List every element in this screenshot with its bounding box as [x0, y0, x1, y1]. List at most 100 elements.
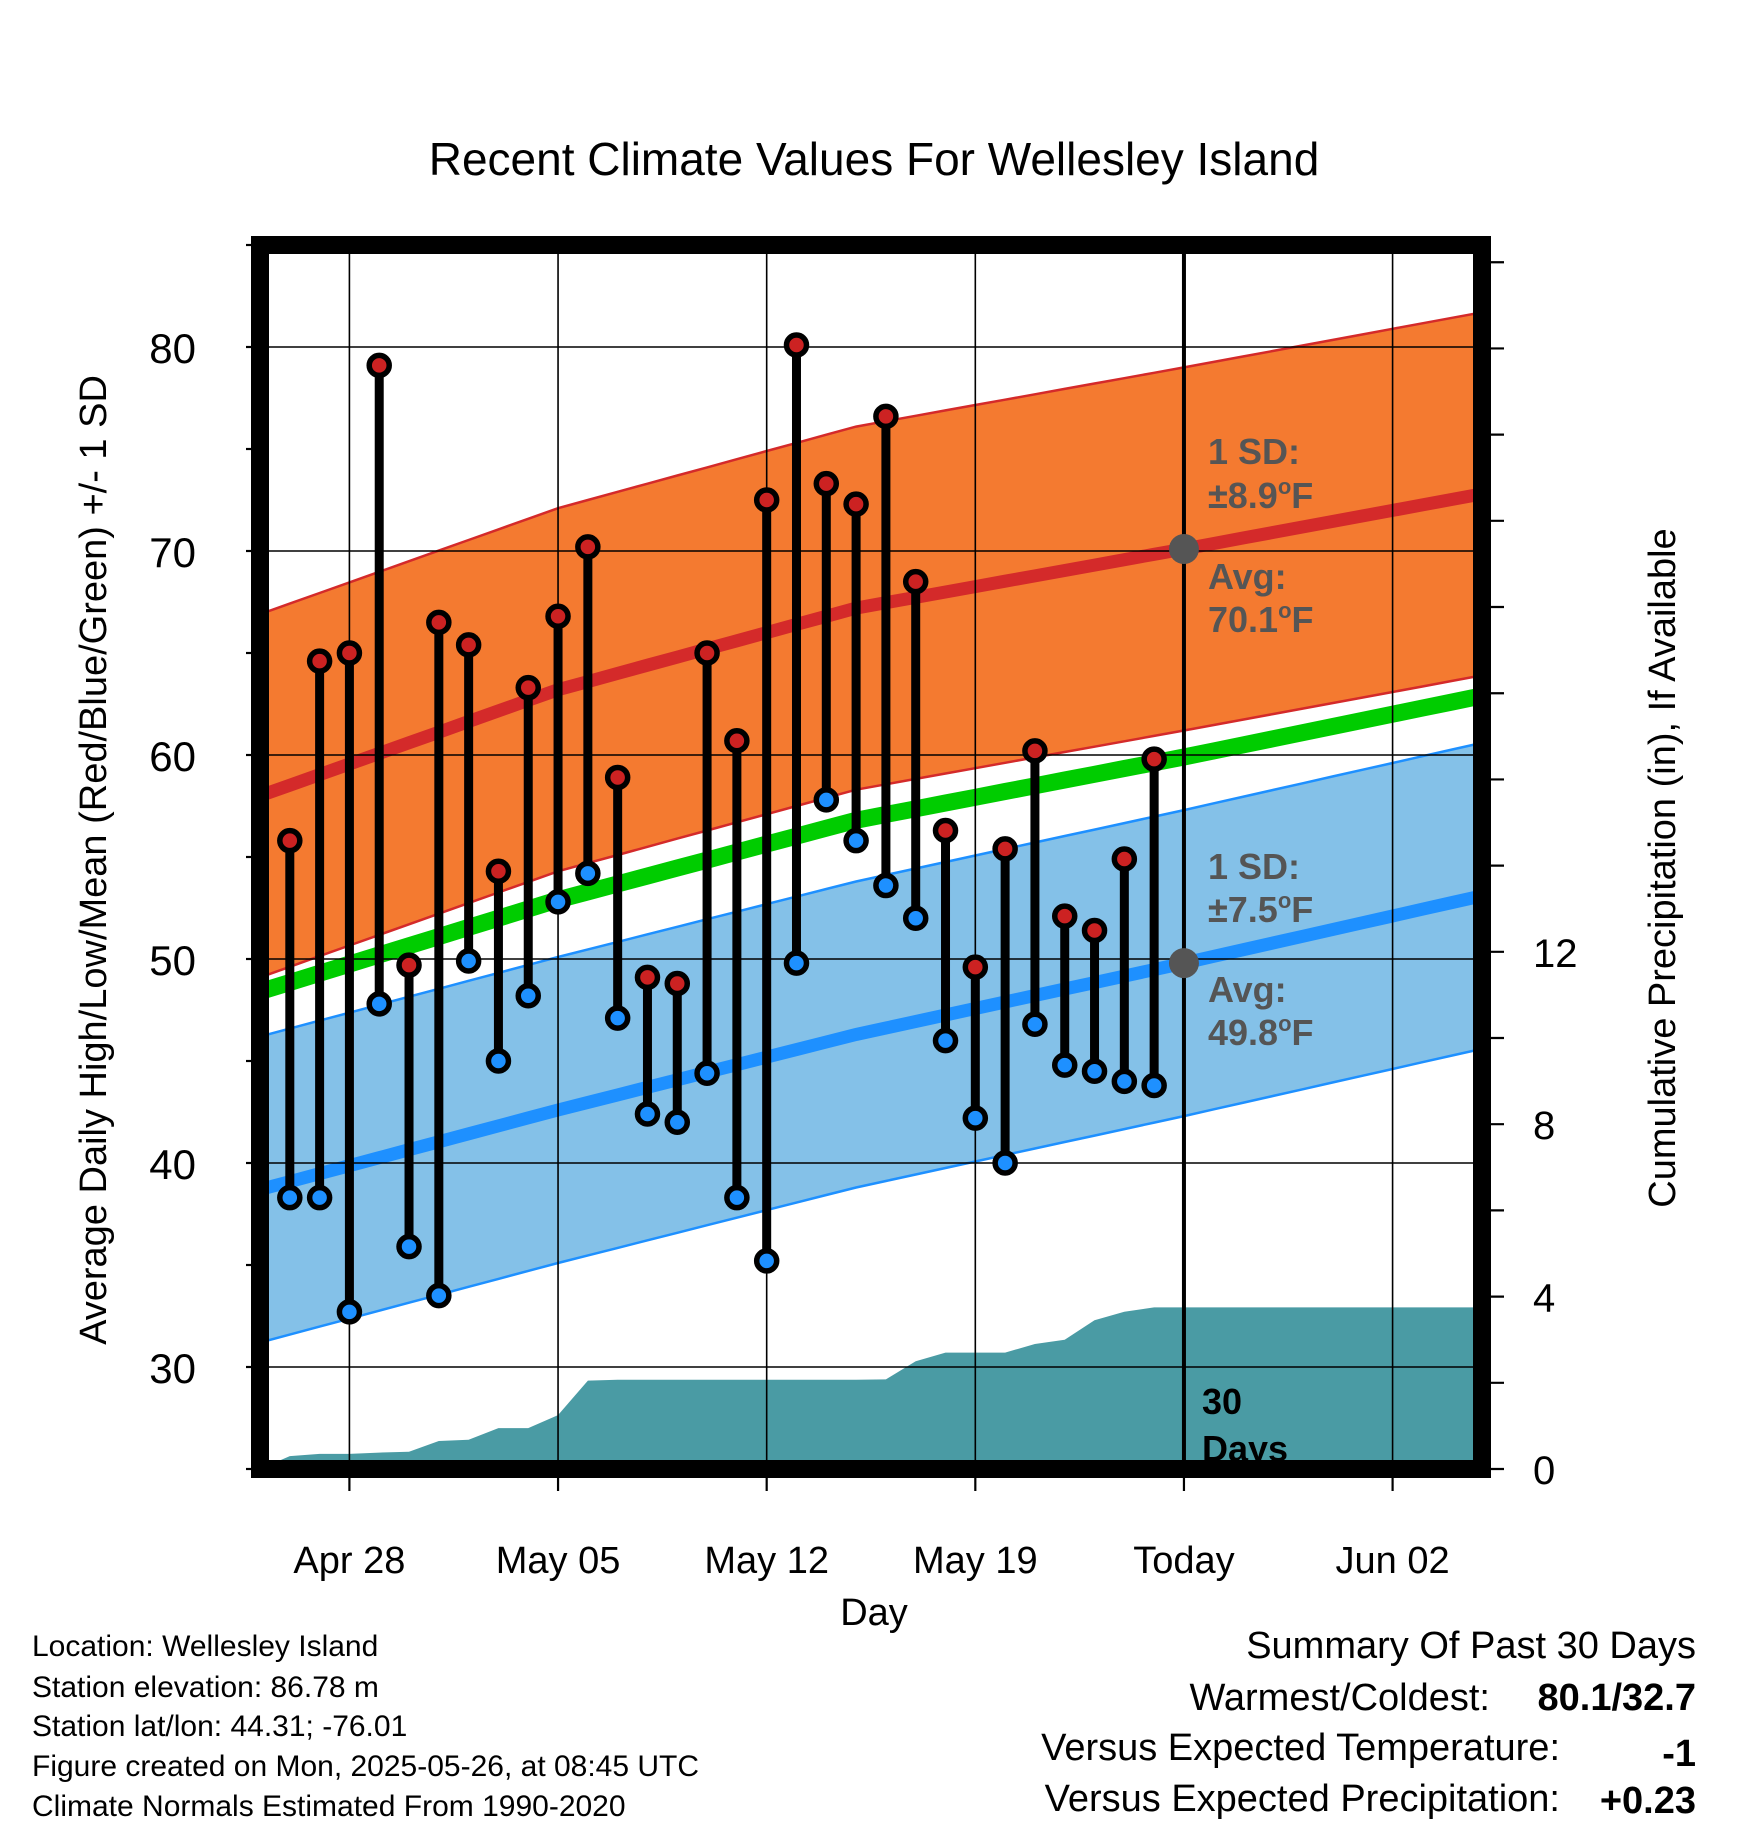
info-created: Figure created on Mon, 2025-05-26, at 08…	[32, 1750, 699, 1783]
low-point	[1022, 1011, 1048, 1038]
info-latlon: Station lat/lon: 44.31; -76.01	[32, 1710, 407, 1743]
low-point	[426, 1282, 452, 1309]
low-avg-degree: o	[1278, 1011, 1291, 1036]
x-axis-label: Day	[840, 1592, 908, 1634]
high-sd-degree: o	[1278, 474, 1291, 499]
y-tick-label: 60	[149, 733, 196, 780]
low-avg-value: 49.8oF	[1208, 1011, 1314, 1053]
low-point	[992, 1150, 1018, 1176]
days-word-label: Days	[1202, 1428, 1288, 1469]
summary-title: Summary Of Past 30 Days	[1246, 1625, 1696, 1667]
precip-area	[260, 1307, 1482, 1469]
low-sd-upper-line	[260, 741, 1482, 1038]
high-point	[515, 674, 541, 701]
high-point	[932, 817, 959, 844]
y-tick-label: 80	[149, 325, 196, 372]
low-point	[813, 787, 840, 813]
high-point	[485, 858, 512, 885]
high-point	[396, 952, 422, 978]
high-sd-unit: F	[1291, 475, 1313, 516]
high-point	[306, 648, 333, 674]
high-point	[1022, 738, 1048, 764]
high-avg-label: Avg:	[1208, 556, 1287, 597]
low-sd-lower-line	[260, 1047, 1482, 1344]
station-info: Location: Wellesley Island Station eleva…	[32, 1630, 699, 1823]
info-normals: Climate Normals Estimated From 1990-2020	[32, 1790, 626, 1823]
low-point	[396, 1233, 422, 1260]
low-point	[277, 1184, 303, 1211]
y-tick-label: 70	[149, 529, 196, 576]
x-tick-label: May 05	[496, 1540, 621, 1582]
y2-tick-label: 4	[1533, 1277, 1555, 1321]
chart-title: Recent Climate Values For Wellesley Isla…	[429, 133, 1320, 185]
low-point	[783, 950, 810, 976]
high-sd-band	[260, 312, 1482, 978]
high-point	[604, 764, 631, 791]
high-avg-degree: o	[1278, 598, 1291, 623]
low-point	[575, 860, 601, 887]
low-avg-label: Avg:	[1208, 969, 1287, 1010]
x-tick-label: May 12	[704, 1540, 829, 1582]
low-point	[1081, 1058, 1108, 1084]
high-normal-line	[260, 487, 1482, 802]
y2-tick-label: 12	[1533, 932, 1578, 976]
low-normal-line	[260, 889, 1482, 1196]
x-tick-label: Apr 28	[293, 1540, 405, 1582]
low-point	[515, 982, 541, 1009]
high-point	[277, 827, 303, 854]
high-sd-lower-line	[260, 674, 1482, 979]
y2-tick-label: 0	[1533, 1449, 1555, 1493]
low-point	[366, 991, 392, 1017]
temp-vs-expected-value: -1	[1662, 1733, 1696, 1775]
low-point	[336, 1299, 363, 1325]
high-sd-upper-line	[260, 311, 1482, 616]
high-point	[843, 491, 869, 517]
warmest-coldest-label: Warmest/Coldest:	[1189, 1677, 1490, 1719]
plot-frame	[251, 236, 1491, 1478]
high-point	[575, 534, 601, 560]
low-point	[1141, 1072, 1167, 1099]
y-tick-label: 50	[149, 937, 196, 984]
high-point	[1081, 917, 1108, 944]
high-point	[664, 970, 691, 997]
high-point	[634, 964, 661, 991]
low-point	[604, 1005, 631, 1031]
annotations: 1 SD: ±8.9oF Avg: 70.1oF 1 SD: ±7.5oF Av…	[1202, 431, 1314, 1469]
days-count-label: 30	[1202, 1381, 1242, 1422]
low-point	[306, 1184, 333, 1211]
x-tick-label: Today	[1133, 1540, 1234, 1582]
precip-vs-expected-label: Versus Expected Precipitation:	[1045, 1778, 1560, 1820]
high-point	[1111, 846, 1138, 872]
high-point	[455, 632, 482, 658]
low-point	[634, 1101, 661, 1127]
high-point	[873, 403, 899, 430]
low-point	[873, 872, 899, 899]
precip-vs-expected-value: +0.23	[1600, 1780, 1696, 1822]
y2-tick-label: 8	[1533, 1104, 1555, 1148]
y-tick-label: 40	[149, 1141, 196, 1188]
low-point	[664, 1109, 691, 1135]
x-tick-label: Jun 02	[1336, 1540, 1450, 1582]
high-point	[1141, 746, 1167, 772]
high-avg-value: 70.1oF	[1208, 598, 1314, 640]
low-point	[1051, 1052, 1078, 1078]
high-point	[1051, 903, 1078, 929]
warmest-coldest-value: 80.1/32.7	[1538, 1677, 1696, 1719]
low-sd-band	[260, 742, 1482, 1343]
low-sd-value: ±7.5oF	[1208, 888, 1313, 930]
high-point	[813, 470, 840, 497]
info-elevation: Station elevation: 86.78 m	[32, 1671, 379, 1704]
low-point	[455, 948, 482, 974]
high-point	[545, 603, 571, 630]
high-point	[992, 836, 1018, 862]
low-sd-label: 1 SD:	[1208, 846, 1300, 887]
high-sd-value: ±8.9oF	[1208, 474, 1313, 516]
low-point	[753, 1248, 780, 1274]
high-point	[753, 487, 780, 513]
high-point	[366, 352, 392, 379]
low-sd-unit: F	[1291, 889, 1313, 930]
low-point	[962, 1105, 989, 1131]
high-avg-unit: F	[1292, 599, 1314, 640]
y-axis-label: Average Daily High/Low/Mean (Red/Blue/Gr…	[73, 375, 115, 1345]
